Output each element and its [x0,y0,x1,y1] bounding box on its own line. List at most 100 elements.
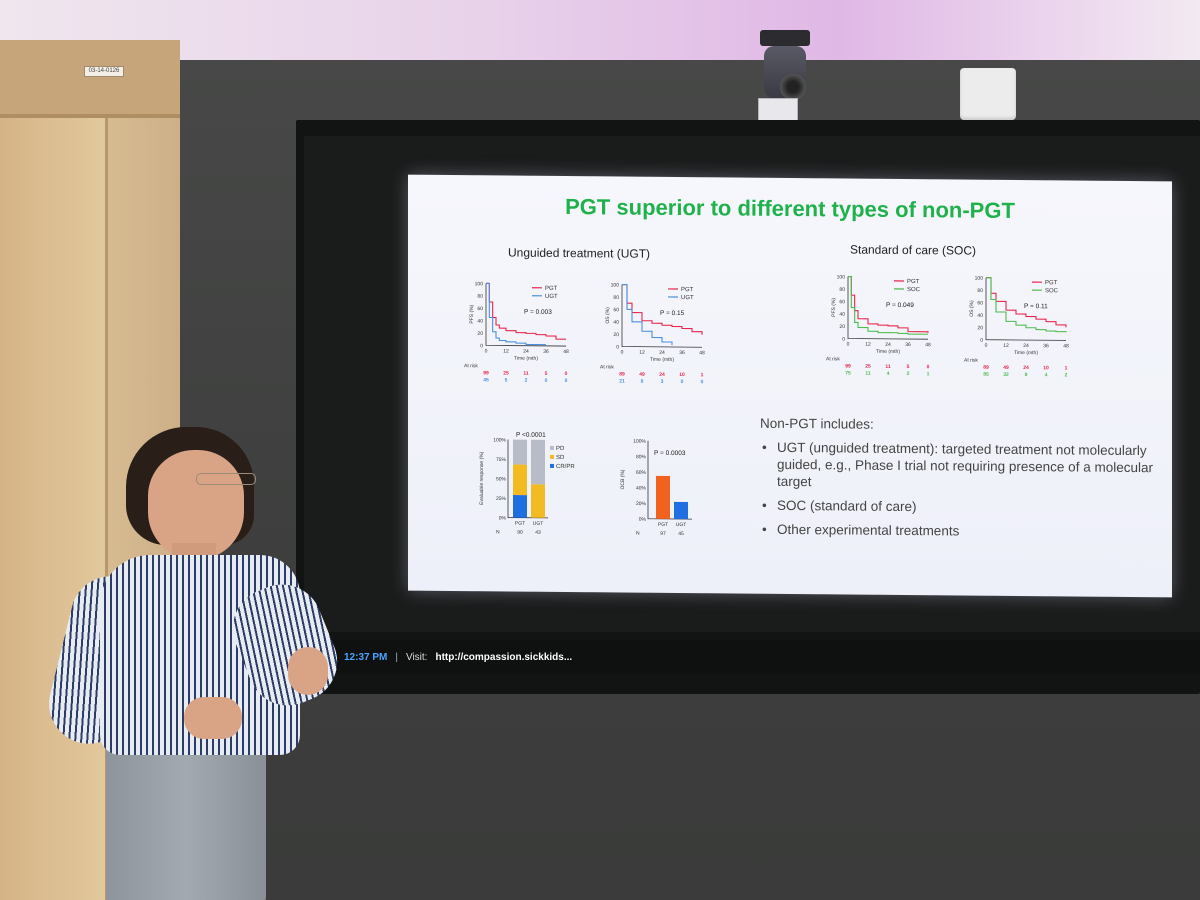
bar-segment-sd [531,484,545,518]
at-risk-label: At risk [964,358,978,364]
x-tick-label: 24 [1023,343,1029,349]
y-tick-label: 60 [613,307,619,313]
chart-axes [847,276,928,340]
at-risk-value: 4 [1045,372,1048,378]
at-risk-value: 0 [545,378,548,384]
x-tick-label: 48 [699,350,705,356]
y-tick-label: 80 [477,294,483,300]
y-tick-label: 0 [480,343,483,349]
screen-status-bar: 12:37 PM | Visit: http://compassion.sick… [304,640,1200,674]
x-tick-label: PGT [658,522,668,528]
at-risk-value: 32 [1003,372,1009,378]
x-tick-label: 24 [659,350,665,356]
x-tick-label: UGT [676,522,687,528]
y-tick-label: 0 [616,344,619,350]
km-curve-ugt [622,283,673,346]
y-tick-label: 80 [613,295,619,301]
at-risk-label: At risk [464,363,478,369]
km-curve-soc [986,277,1067,333]
legend-label: PGT [545,286,558,292]
legend-label: SOC [907,287,921,293]
at-risk-value: 89 [619,372,625,378]
n-value: 90 [517,530,523,536]
notes-item: SOC (standard of care) [760,497,1160,517]
at-risk-value: 1 [927,371,930,377]
km-panel-pfs-ugt: 100 80 60 40 20 0 0 12 24 36 48 PFS (%) Time (mth) PG… [464,275,578,384]
at-risk-label: At risk [826,356,840,362]
legend-label: CR/PR [556,464,575,470]
x-tick-label: 0 [985,343,988,349]
x-tick-label: 0 [485,348,488,354]
y-tick-label: 100 [611,282,620,288]
legend-label: UGT [545,294,558,300]
x-axis-label: Time (mth) [1014,350,1038,356]
at-risk-value: 4 [887,371,890,377]
at-risk-value: 5 [545,371,548,377]
at-risk-value: 99 [483,370,489,376]
x-tick-label: 12 [503,348,509,354]
x-tick-label: 36 [679,350,685,356]
y-tick-label: 40 [613,320,619,326]
p-value: P = 0.15 [660,310,685,317]
at-risk-value: 11 [885,364,891,370]
at-risk-value: 0 [927,364,930,370]
y-tick-label: 80 [977,288,983,294]
visit-label: Visit: [405,651,428,663]
legend-label: PGT [1045,280,1058,286]
bar-ugt [674,501,688,520]
at-risk-value: 2 [907,371,910,377]
at-risk-value: 9 [1025,372,1028,378]
legend-label: UGT [681,295,694,301]
x-tick-label: 48 [563,349,569,355]
n-value: 43 [535,530,541,536]
p-value: P <0.0001 [516,432,546,439]
x-tick-label: 0 [847,341,850,347]
km-curve-pgt [622,283,703,335]
y-tick-label: 50% [496,476,507,482]
x-axis-label: Time (mth) [650,357,674,363]
y-tick-label: 0 [842,336,845,342]
visit-url: http://compassion.sickkids... [435,651,573,663]
y-tick-label: 25% [496,496,507,502]
y-tick-label: 60 [977,300,983,306]
wall-sensor [960,68,1016,120]
y-tick-label: 75% [496,457,507,463]
y-tick-label: 60 [477,306,483,312]
legend-swatch [550,454,554,459]
slide-title: PGT superior to different types of non-P… [565,194,1015,223]
x-tick-label: 48 [925,342,931,348]
bar-segment-sd [513,464,527,496]
x-tick-label: PGT [515,521,525,527]
y-tick-label: 100% [493,437,506,443]
presenter [40,425,350,900]
at-risk-value: 11 [865,371,871,377]
at-risk-value: 24 [659,372,665,378]
non-pgt-notes: Non-PGT includes: UGT (unguided treatmen… [760,416,1160,548]
x-tick-label: 36 [905,342,911,348]
bar-pgt [656,475,670,519]
y-axis-label: OS (%) [605,307,611,324]
p-value: P = 0.11 [1024,303,1048,310]
presentation-slide: PGT superior to different types of non-P… [408,174,1172,598]
y-tick-label: 20% [636,501,647,507]
y-axis-label: OS (%) [969,300,975,317]
p-value: P = 0.049 [886,302,914,309]
chart-axes [621,284,702,348]
notes-heading: Non-PGT includes: [760,415,874,432]
at-risk-value: 8 [641,379,644,385]
p-value: P = 0.003 [524,309,552,316]
y-tick-label: 100% [633,439,646,445]
x-tick-label: 24 [885,342,891,348]
km-panel-os-ugt: 100 80 60 40 20 0 0 12 24 36 48 OS (%) Time (mth) PGT… [600,276,714,385]
door-frame [0,40,180,118]
y-tick-label: 100 [837,274,846,280]
presenter-face [148,450,244,560]
at-risk-value: 5 [505,378,508,384]
notes-item: UGT (unguided treatment): targeted treat… [760,439,1160,493]
n-label: N [636,531,640,537]
x-tick-label: 12 [1003,343,1009,349]
